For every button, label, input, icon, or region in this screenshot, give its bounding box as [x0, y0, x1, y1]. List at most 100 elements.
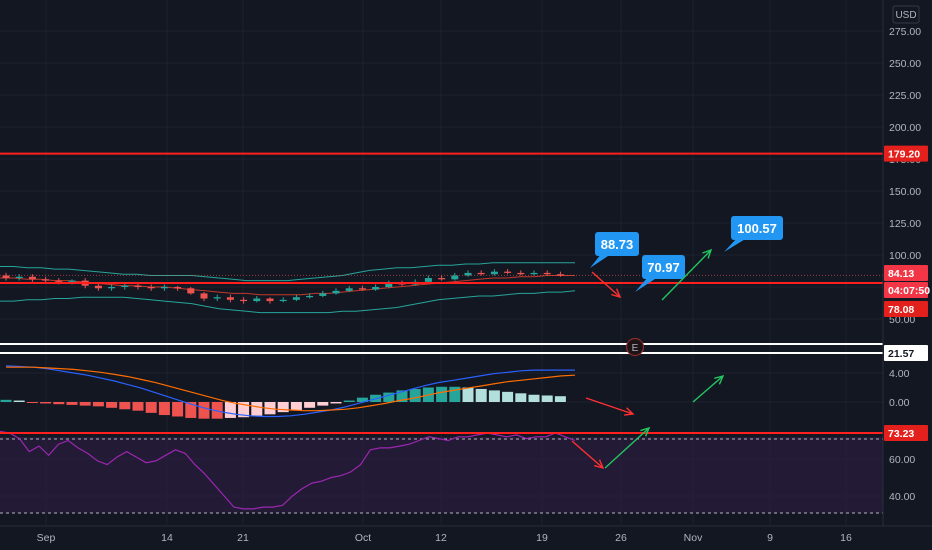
candle-body — [160, 287, 168, 289]
candle-body — [240, 299, 248, 302]
price-axis-tick-label: 250.00 — [889, 58, 921, 70]
price-level-21-57-label: 21.57 — [888, 348, 914, 360]
macd-histogram-bar — [515, 393, 527, 402]
candle-body — [94, 285, 102, 289]
arrow-green-macd-head — [714, 374, 725, 385]
candle-body — [15, 276, 23, 279]
macd-histogram-bar — [185, 402, 197, 418]
candle-body — [438, 278, 446, 280]
candle-body — [226, 297, 234, 300]
callout-70-97-box[interactable] — [642, 255, 685, 279]
arrow-red-rsi[interactable] — [571, 440, 604, 469]
candle-body — [556, 274, 564, 276]
countdown-timer-label: 04:07:50 — [888, 285, 930, 297]
candle-body — [134, 285, 142, 287]
price-axis-tick-label: 200.00 — [889, 122, 921, 134]
price-axis-tick-label: 275.00 — [889, 26, 921, 38]
arrow-red-macd-head — [624, 407, 635, 416]
callout-100-57-tail — [724, 238, 747, 252]
macd-histogram-bar — [79, 402, 91, 406]
price-axis-tick-label: 100.00 — [889, 250, 921, 262]
currency-badge[interactable] — [892, 5, 920, 24]
candle-body — [451, 275, 459, 280]
candle-body — [345, 288, 353, 291]
price-axis-tick-label: 225.00 — [889, 90, 921, 102]
time-axis[interactable]: Sep 14 21 Oct 12 19 26 Nov 9 16 — [0, 525, 932, 544]
callout-88-73-box[interactable] — [595, 232, 639, 256]
earnings-marker-icon[interactable] — [625, 337, 645, 357]
arrow-red-macd[interactable] — [585, 397, 634, 415]
time-axis-tick-label: 21 — [237, 532, 249, 544]
macd-histogram-bar — [119, 402, 131, 410]
callout-88-73-tail — [590, 254, 611, 268]
rsi-axis-tick-label: 40.00 — [889, 491, 915, 503]
macd-pane — [0, 365, 576, 419]
macd-histogram-bar — [554, 396, 566, 402]
callout-100-57-box[interactable] — [731, 216, 783, 240]
rsi-level-73-23-badge — [884, 425, 928, 441]
arrow-green-macd[interactable] — [692, 375, 724, 403]
arrow-green-price[interactable] — [661, 249, 712, 301]
drawing-annotations[interactable]: 88.73 70.97 100.57 — [0, 152, 883, 470]
time-axis-tick-label: 26 — [615, 532, 627, 544]
macd-histogram-bar — [290, 402, 302, 410]
macd-histogram-bar — [172, 402, 184, 417]
candle-body — [2, 275, 10, 279]
bollinger-upper-line — [0, 262, 575, 282]
candle-body — [372, 287, 380, 290]
currency-label: USD — [895, 10, 916, 21]
price-axis[interactable]: 275.00250.00225.00200.00175.00150.00125.… — [882, 0, 930, 526]
countdown-timer-badge — [884, 282, 928, 298]
candle-body — [68, 280, 76, 282]
price-level-21-57-badge — [884, 345, 928, 361]
candle-body — [253, 298, 261, 302]
candle-body — [187, 288, 195, 294]
macd-histogram-bar — [132, 402, 144, 411]
macd-histogram-bar — [238, 402, 250, 418]
candle-body — [358, 288, 366, 290]
macd-histogram-bar — [277, 402, 289, 413]
time-axis-tick-label: Oct — [355, 532, 371, 544]
macd-histogram-bar — [475, 388, 487, 402]
candle-body — [213, 297, 221, 299]
rsi-pane — [0, 430, 883, 514]
macd-histogram-bar — [26, 402, 38, 403]
callout-70-97-tail — [635, 277, 658, 292]
arrow-red-price[interactable] — [591, 271, 621, 298]
price-axis-tick-label: 125.00 — [889, 218, 921, 230]
macd-histogram-bar — [198, 402, 210, 419]
rsi-axis-tick-label: 60.00 — [889, 454, 915, 466]
arrow-red-rsi-head — [594, 459, 605, 470]
macd-histogram-bar — [53, 402, 65, 405]
rsi-background-band — [0, 437, 883, 513]
macd-histogram-bar — [356, 397, 368, 402]
candle-body — [464, 272, 472, 276]
macd-histogram-bar — [145, 402, 157, 413]
time-axis-tick-label: 14 — [161, 532, 173, 544]
price-axis-tick-label: 150.00 — [889, 186, 921, 198]
macd-axis-tick-label: 0.00 — [889, 397, 910, 409]
price-level-179-20-badge — [884, 145, 928, 162]
macd-histogram-bar — [502, 391, 514, 402]
macd-histogram-bar — [409, 388, 421, 402]
candle-body — [147, 287, 155, 289]
candle-body — [530, 272, 538, 275]
candle-body — [55, 280, 63, 282]
earnings-marker-label: E — [632, 343, 639, 354]
time-axis-tick-label: 16 — [840, 532, 852, 544]
arrow-green-rsi[interactable] — [604, 427, 650, 469]
macd-histogram-bar — [66, 402, 78, 405]
candle-body — [266, 298, 274, 302]
macd-histogram-bar — [251, 402, 263, 416]
arrow-green-price-head — [702, 248, 713, 259]
macd-histogram-bar — [224, 402, 236, 418]
candle-body — [543, 272, 551, 275]
macd-histogram-bar — [541, 395, 553, 402]
candle-body — [174, 287, 182, 289]
macd-histogram-bar — [13, 400, 25, 402]
price-level-78-08-badge — [884, 301, 928, 317]
macd-histogram-bar — [528, 394, 540, 402]
rsi-line — [0, 430, 576, 510]
candle-body — [108, 287, 116, 289]
